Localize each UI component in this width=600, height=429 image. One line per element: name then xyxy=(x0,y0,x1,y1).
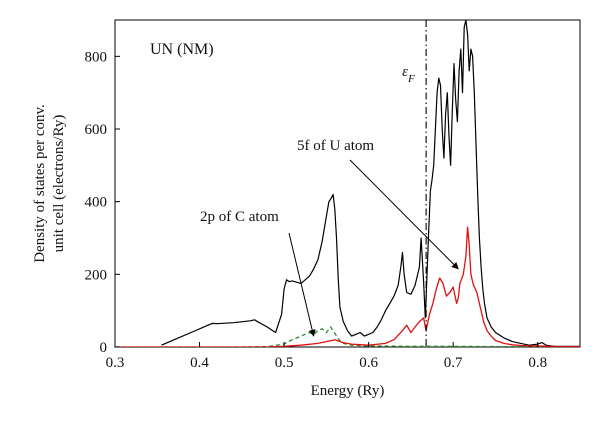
x-tick-label: 0.7 xyxy=(444,355,463,371)
fermi-level-label: εF xyxy=(402,64,415,85)
annotation-c-2p: 2p of C atom xyxy=(200,209,279,225)
x-tick-label: 0.4 xyxy=(190,355,209,371)
chart-title: UN (NM) xyxy=(150,41,214,58)
x-tick-label: 0.6 xyxy=(359,355,378,371)
annotation-arrows xyxy=(288,159,459,337)
x-tick-label: 0.5 xyxy=(275,355,294,371)
y-tick-label: 0 xyxy=(100,340,108,356)
y-axis-label-line-1: Density of states per conv. xyxy=(32,104,48,263)
series-total xyxy=(161,20,580,347)
series-layer xyxy=(115,20,580,347)
x-tick-label: 0.3 xyxy=(106,355,125,371)
ticks-layer: 0.3 0.4 0.5 0.6 0.7 0.8 0 200 400 600 800 xyxy=(85,49,548,371)
series-u5f xyxy=(115,226,580,347)
plot-frame xyxy=(114,19,581,348)
fermi-epsilon: ε xyxy=(402,64,408,80)
y-tick-label: 800 xyxy=(85,49,108,65)
arrow-u-5f xyxy=(349,159,459,270)
y-tick-label: 400 xyxy=(85,195,108,211)
annotation-u-5f: 5f of U atom xyxy=(297,138,374,154)
x-axis-label: Energy (Ry) xyxy=(311,383,385,399)
series-c2p xyxy=(115,326,580,347)
fermi-subscript: F xyxy=(407,73,415,85)
y-axis-label-line-2: unit cell (electrons/Ry) xyxy=(51,115,67,253)
arrow-c-2p xyxy=(288,232,316,337)
y-tick-label: 600 xyxy=(85,122,108,138)
x-tick-label: 0.8 xyxy=(528,355,547,371)
y-tick-label: 200 xyxy=(85,267,108,283)
